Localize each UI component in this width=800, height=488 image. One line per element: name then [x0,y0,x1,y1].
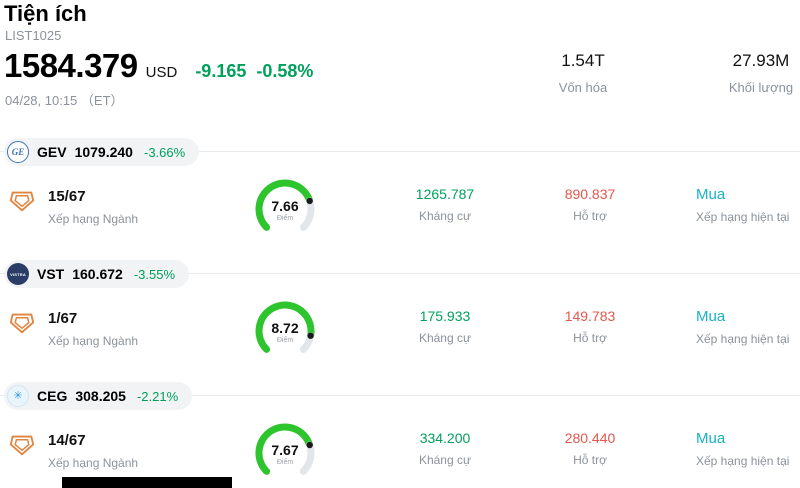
stock-row-body: 15/67 Xếp hạng Ngành 7.66 Điểm 1265.787 [0,179,800,237]
industry-rank-value: 15/67 [48,188,86,205]
score-gauge: 8.72 Điểm [243,301,327,359]
list-code: LIST1025 [5,28,62,43]
support-cell: 280.440 Hỗ trợ [520,430,660,467]
divider [0,151,800,152]
resistance-cell: 175.933 Kháng cự [370,308,520,345]
current-rating-label: Xếp hạng hiện tại [696,210,790,224]
resistance-value: 175.933 [419,308,471,324]
current-rating-label: Xếp hạng hiện tại [696,332,790,346]
score-gauge-cell: 8.72 Điểm [200,301,370,359]
market-cap-stat: 1.54T Vốn hóa [543,51,623,95]
stock-badge-ceg[interactable]: ✳ CEG 308.205 -2.21% [4,382,193,410]
support-cell: 149.783 Hỗ trợ [520,308,660,345]
rank-pentagon-icon [8,186,36,226]
gauge-arc [243,301,327,359]
score-unit-label: Điểm [276,215,294,222]
market-cap-label: Vốn hóa [558,80,608,95]
index-change: -9.165 [195,61,247,81]
index-price: 1584.379 [4,47,138,84]
score-value: 7.66 [271,198,299,214]
page-title: Tiện ích [4,1,87,26]
current-rating-value: Mua [696,186,726,203]
stock-row-vst[interactable]: VISTRA VST 160.672 -3.55% 1/67 Xếp hạng [0,260,800,382]
gauge-arc [243,423,327,481]
support-label: Hỗ trợ [573,331,607,345]
stock-change-pct: -3.55% [133,266,176,282]
stock-symbol: GEV [37,144,67,160]
stock-row-body: 1/67 Xếp hạng Ngành 8.72 Điểm 175.933 [0,301,800,359]
stock-price: 1079.240 [74,144,133,160]
score-gauge-cell: 7.67 Điểm [200,423,370,481]
divider [0,395,800,396]
stock-change-pct: -2.21% [136,388,179,404]
gauge-text: 8.72 Điểm [243,320,327,344]
rating-cell: Mua Xếp hạng hiện tại [660,308,800,346]
resistance-label: Kháng cự [418,331,472,345]
index-change-pct: -0.58% [256,61,314,81]
resistance-value: 334.200 [419,430,471,446]
industry-rank-cell: 14/67 Xếp hạng Ngành [0,430,200,470]
stock-price: 308.205 [75,388,126,404]
stock-symbol: CEG [37,388,68,404]
score-value: 7.67 [271,442,299,458]
rating-cell: Mua Xếp hạng hiện tại [660,186,800,224]
resistance-cell: 334.200 Kháng cự [370,430,520,467]
score-gauge: 7.66 Điểm [243,179,327,237]
stock-change-pct: -3.66% [143,144,186,160]
market-cap-value: 1.54T [561,51,605,70]
current-rating-value: Mua [696,308,726,325]
stock-price: 160.672 [72,266,123,282]
score-gauge-cell: 7.66 Điểm [200,179,370,237]
vistra-logo-icon: VISTRA [7,263,29,285]
rank-pentagon-icon [8,308,36,348]
index-price-line: 1584.379 USD -9.165 -0.58% [4,47,313,85]
stock-badge-gev[interactable]: GE GEV 1079.240 -3.66% [4,138,200,166]
industry-rank-label: Xếp hạng Ngành [48,334,139,348]
quote-timestamp: 04/28, 10:15 （ET） [5,93,124,108]
volume-label: Khối lượng [728,80,794,95]
industry-rank-value: 1/67 [48,310,78,327]
rating-cell: Mua Xếp hạng hiện tại [660,430,800,468]
industry-rank-cell: 1/67 Xếp hạng Ngành [0,308,200,348]
stock-row-gev[interactable]: GE GEV 1079.240 -3.66% 15/67 Xếp hạng Ng [0,138,800,260]
current-rating-value: Mua [696,430,726,447]
support-label: Hỗ trợ [573,209,607,223]
stock-row-ceg[interactable]: ✳ CEG 308.205 -2.21% 14/67 Xếp hạng Ngàn [0,382,800,488]
industry-rank-label: Xếp hạng Ngành [48,212,139,226]
rank-pentagon-icon [8,430,36,470]
stock-badge-vst[interactable]: VISTRA VST 160.672 -3.55% [4,260,190,288]
volume-stat: 27.93M Khối lượng [722,51,800,95]
currency-label: USD [145,64,178,81]
resistance-label: Kháng cự [418,453,472,467]
industry-rank-cell: 15/67 Xếp hạng Ngành [0,186,200,226]
stock-list: GE GEV 1079.240 -3.66% 15/67 Xếp hạng Ng [0,138,800,488]
industry-rank-label: Xếp hạng Ngành [48,456,139,470]
support-label: Hỗ trợ [573,453,607,467]
ge-vernova-logo-icon: GE [7,141,29,163]
support-value: 890.837 [564,186,616,202]
score-unit-label: Điểm [276,459,294,466]
score-unit-label: Điểm [276,337,294,344]
current-rating-label: Xếp hạng hiện tại [696,454,790,468]
divider [0,273,800,274]
cropped-bottom-element [62,477,232,488]
score-value: 8.72 [271,320,299,336]
support-cell: 890.837 Hỗ trợ [520,186,660,223]
industry-rank-value: 14/67 [48,432,86,449]
support-value: 280.440 [564,430,616,446]
constellation-logo-icon: ✳ [7,385,29,407]
gauge-text: 7.66 Điểm [243,198,327,222]
support-value: 149.783 [564,308,616,324]
score-gauge: 7.67 Điểm [243,423,327,481]
resistance-label: Kháng cự [418,209,472,223]
gauge-text: 7.67 Điểm [243,442,327,466]
resistance-cell: 1265.787 Kháng cự [370,186,520,223]
volume-value: 27.93M [732,51,790,70]
resistance-value: 1265.787 [415,186,475,202]
stock-row-body: 14/67 Xếp hạng Ngành 7.67 Điểm 334.200 [0,423,800,481]
gauge-arc [243,179,327,237]
stock-symbol: VST [37,266,65,282]
